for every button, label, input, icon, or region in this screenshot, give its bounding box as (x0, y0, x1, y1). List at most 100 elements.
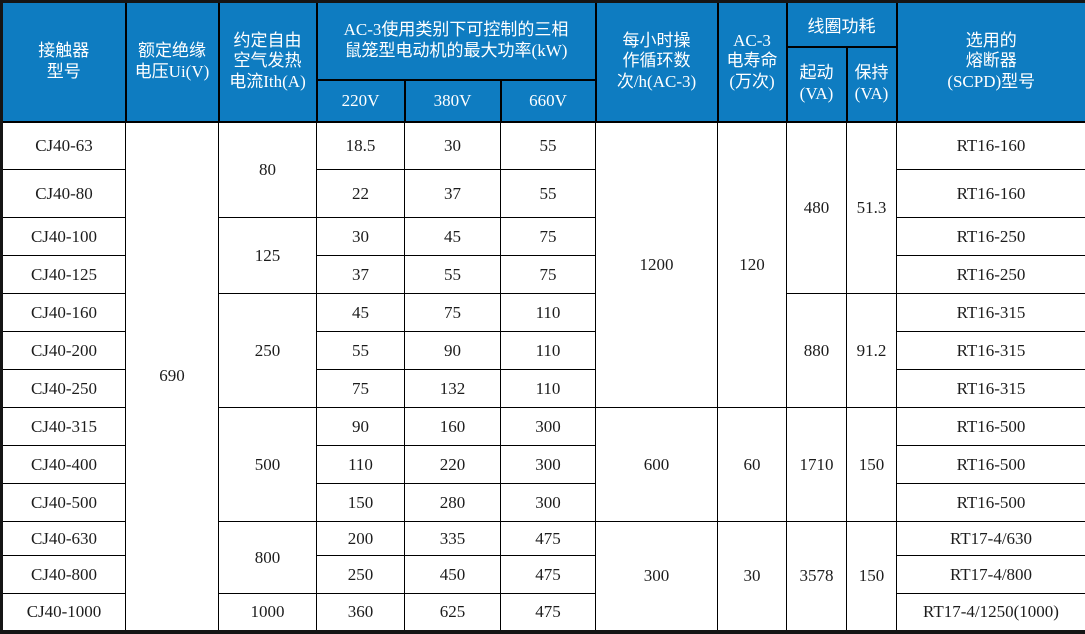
ops-group-cell: 300 (596, 522, 718, 632)
header-rated-voltage: 额定绝缘 电压Ui(V) (126, 2, 219, 122)
fuse-cell: RT16-250 (897, 256, 1085, 294)
power-380-cell: 450 (405, 556, 501, 594)
header-line: 电流Ith(A) (223, 72, 313, 93)
header-voltage-660: 660V (501, 80, 596, 122)
header-line: 选用的 (901, 31, 1083, 52)
header-voltage-220: 220V (317, 80, 405, 122)
table-header: 接触器 型号 额定绝缘 电压Ui(V) 约定自由 空气发热 电流Ith(A) A… (2, 2, 1085, 122)
model-cell: CJ40-630 (2, 522, 126, 556)
fuse-cell: RT16-500 (897, 446, 1085, 484)
model-cell: CJ40-315 (2, 408, 126, 446)
table-body: CJ40-63 690 80 18.5 30 55 1200 120 480 5… (2, 122, 1085, 632)
power-380-cell: 160 (405, 408, 501, 446)
header-voltage-380: 380V (405, 80, 501, 122)
power-220-cell: 90 (317, 408, 405, 446)
power-380-cell: 30 (405, 122, 501, 170)
power-380-cell: 75 (405, 294, 501, 332)
model-cell: CJ40-1000 (2, 594, 126, 632)
power-220-cell: 250 (317, 556, 405, 594)
header-ops-per-hour: 每小时操 作循环数 次/h(AC-3) (596, 2, 718, 122)
power-660-cell: 75 (501, 256, 596, 294)
model-cell: CJ40-125 (2, 256, 126, 294)
model-cell: CJ40-400 (2, 446, 126, 484)
power-380-cell: 625 (405, 594, 501, 632)
header-line: 约定自由 (223, 31, 313, 52)
header-line: 次/h(AC-3) (600, 72, 714, 93)
fuse-cell: RT16-315 (897, 332, 1085, 370)
power-220-cell: 30 (317, 218, 405, 256)
header-line: (VA) (791, 84, 843, 105)
header-line: 熔断器 (901, 51, 1083, 72)
power-660-cell: 55 (501, 170, 596, 218)
power-660-cell: 300 (501, 484, 596, 522)
life-group-cell: 60 (718, 408, 787, 522)
life-group-cell: 30 (718, 522, 787, 632)
life-group-cell: 120 (718, 122, 787, 408)
header-fuse: 选用的 熔断器 (SCPD)型号 (897, 2, 1085, 122)
fuse-cell: RT17-4/630 (897, 522, 1085, 556)
power-220-cell: 55 (317, 332, 405, 370)
header-line: 作循环数 (600, 51, 714, 72)
header-line: (万次) (722, 72, 783, 93)
power-660-cell: 75 (501, 218, 596, 256)
coil-hold-cell: 91.2 (847, 294, 897, 408)
power-380-cell: 335 (405, 522, 501, 556)
model-cell: CJ40-200 (2, 332, 126, 370)
power-660-cell: 475 (501, 594, 596, 632)
fuse-cell: RT16-315 (897, 370, 1085, 408)
header-line: AC-3 (722, 31, 783, 52)
coil-start-cell: 3578 (787, 522, 847, 632)
header-thermal-current: 约定自由 空气发热 电流Ith(A) (219, 2, 317, 122)
ith-group-cell: 80 (219, 122, 317, 218)
power-660-cell: 110 (501, 332, 596, 370)
power-380-cell: 45 (405, 218, 501, 256)
power-220-cell: 18.5 (317, 122, 405, 170)
fuse-cell: RT16-160 (897, 122, 1085, 170)
coil-hold-cell: 150 (847, 522, 897, 632)
header-line: 接触器 (6, 41, 122, 62)
header-line: 鼠笼型电动机的最大功率(kW) (321, 41, 592, 62)
header-electrical-life: AC-3 电寿命 (万次) (718, 2, 787, 122)
header-line: 电压Ui(V) (130, 62, 215, 83)
power-660-cell: 475 (501, 522, 596, 556)
ops-group-cell: 600 (596, 408, 718, 522)
power-660-cell: 110 (501, 294, 596, 332)
header-coil-hold: 保持 (VA) (847, 47, 897, 122)
fuse-cell: RT16-500 (897, 484, 1085, 522)
power-380-cell: 280 (405, 484, 501, 522)
model-cell: CJ40-500 (2, 484, 126, 522)
header-line: (VA) (851, 84, 893, 105)
power-660-cell: 300 (501, 446, 596, 484)
model-cell: CJ40-100 (2, 218, 126, 256)
ith-group-cell: 800 (219, 522, 317, 594)
coil-start-cell: 880 (787, 294, 847, 408)
power-220-cell: 75 (317, 370, 405, 408)
header-model: 接触器 型号 (2, 2, 126, 122)
header-line: 每小时操 (600, 31, 714, 52)
power-660-cell: 55 (501, 122, 596, 170)
header-line: 电寿命 (722, 51, 783, 72)
header-line: 空气发热 (223, 51, 313, 72)
coil-hold-cell: 51.3 (847, 122, 897, 294)
header-line: 保持 (851, 63, 893, 84)
fuse-cell: RT16-500 (897, 408, 1085, 446)
power-220-cell: 22 (317, 170, 405, 218)
fuse-cell: RT16-315 (897, 294, 1085, 332)
power-220-cell: 150 (317, 484, 405, 522)
power-380-cell: 55 (405, 256, 501, 294)
header-line: 型号 (6, 62, 122, 83)
power-220-cell: 37 (317, 256, 405, 294)
power-220-cell: 110 (317, 446, 405, 484)
header-max-power-group: AC-3使用类别下可控制的三相 鼠笼型电动机的最大功率(kW) (317, 2, 596, 80)
ith-group-cell: 500 (219, 408, 317, 522)
header-line: 起动 (791, 63, 843, 84)
power-380-cell: 90 (405, 332, 501, 370)
fuse-cell: RT17-4/800 (897, 556, 1085, 594)
table-row: CJ40-63 690 80 18.5 30 55 1200 120 480 5… (2, 122, 1085, 170)
model-cell: CJ40-80 (2, 170, 126, 218)
power-380-cell: 220 (405, 446, 501, 484)
header-coil-start: 起动 (VA) (787, 47, 847, 122)
model-cell: CJ40-160 (2, 294, 126, 332)
